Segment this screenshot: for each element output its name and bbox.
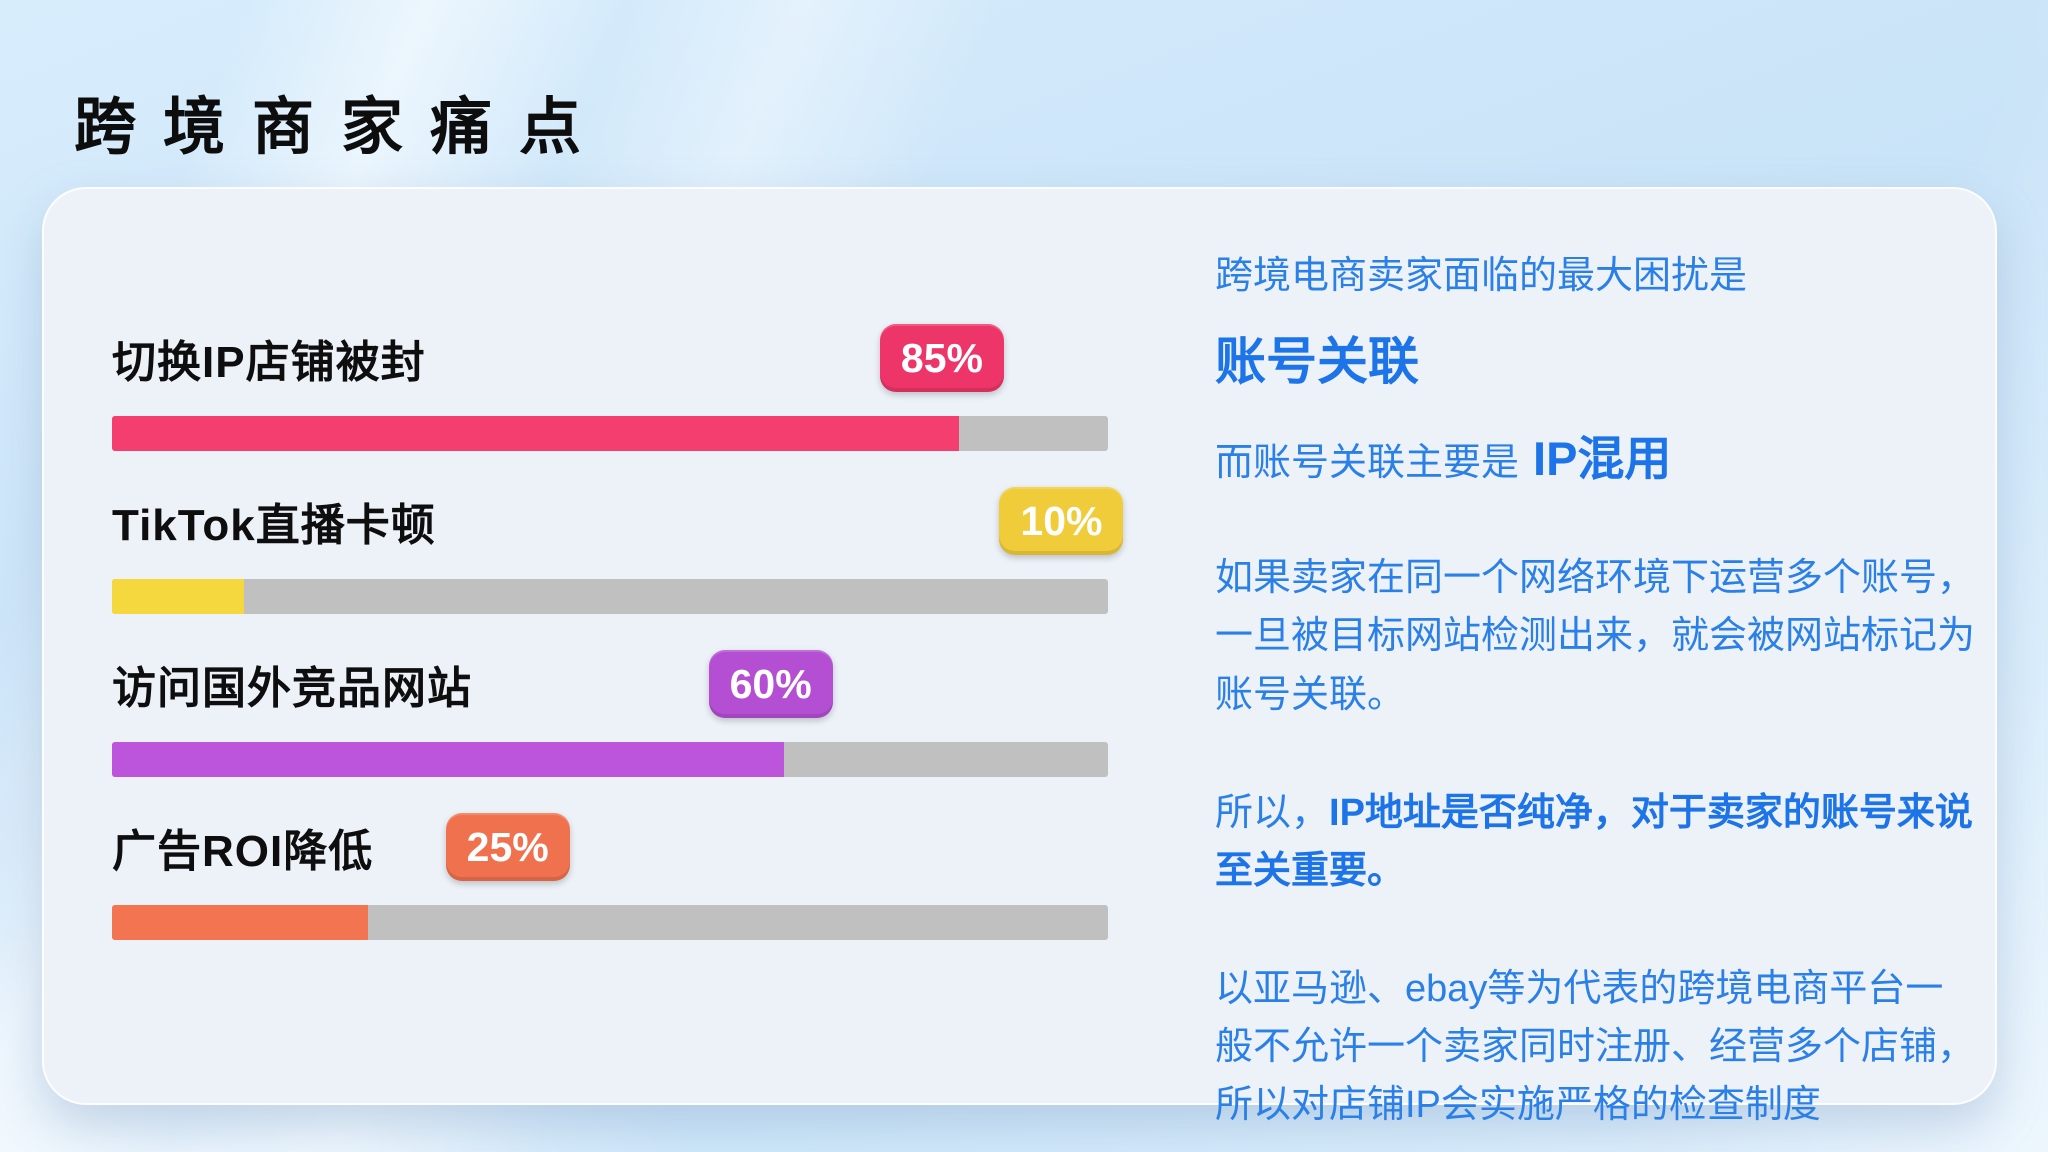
bar-track <box>112 905 1108 940</box>
subline-highlight-ip-mixing: IP混用 <box>1533 432 1672 486</box>
explanation-panel: 跨境电商卖家面临的最大困扰是 账号关联 而账号关联主要是 IP混用 如果卖家在同… <box>1215 251 1975 1134</box>
chart-row-tiktok-lag: TikTok直播卡顿 10% <box>112 487 1124 614</box>
row-header: 切换IP店铺被封 85% <box>112 324 1108 392</box>
value-badge: 85% <box>879 324 1004 392</box>
paragraph-detection: 如果卖家在同一个网络环境下运营多个账号，一旦被目标网站检测出来，就会被网站标记为… <box>1215 557 1976 716</box>
chart-row-foreign-sites: 访问国外竞品网站 60% <box>112 650 1108 777</box>
subline: 而账号关联主要是 IP混用 <box>1215 420 1975 489</box>
bar-fill <box>112 579 245 614</box>
pain-points-bar-chart: 切换IP店铺被封 85% TikTok直播卡顿 10% 访问国外竞品网站 60% <box>112 324 1124 976</box>
value-badge: 25% <box>445 813 570 881</box>
page-title: 跨境商家痛点 <box>74 93 609 162</box>
paragraph-platform-rules: 以亚马逊、ebay等为代表的跨境电商平台一般不允许一个卖家同时注册、经营多个店铺… <box>1215 967 1976 1127</box>
bar-label: 访问国外竞品网站 <box>112 664 472 713</box>
chart-row-switch-ip: 切换IP店铺被封 85% <box>112 324 1108 451</box>
row-header: TikTok直播卡顿 10% <box>112 487 1124 555</box>
bar-fill <box>112 905 368 940</box>
value-badge: 10% <box>999 487 1124 555</box>
headline-account-association: 账号关联 <box>1215 333 1420 391</box>
paragraph-ip-purity-bold: IP地址是否纯净，对于卖家的账号来说至关重要。 <box>1215 791 1973 892</box>
row-header: 访问国外竞品网站 60% <box>112 650 1108 718</box>
content-card: 切换IP店铺被封 85% TikTok直播卡顿 10% 访问国外竞品网站 60% <box>42 187 1997 1126</box>
bar-track <box>112 742 1108 777</box>
intro-line: 跨境电商卖家面临的最大困扰是 <box>1215 255 1748 297</box>
bar-fill <box>112 742 785 777</box>
chart-row-ad-roi: 广告ROI降低 25% <box>112 813 1108 940</box>
bar-fill <box>112 416 959 451</box>
bar-track <box>112 579 1108 614</box>
row-header: 广告ROI降低 25% <box>112 813 1108 881</box>
paragraph-ip-purity-prefix: 所以， <box>1215 791 1330 834</box>
value-badge: 60% <box>708 650 833 718</box>
bar-label: 切换IP店铺被封 <box>112 338 426 387</box>
paragraph-ip-purity: 所以，IP地址是否纯净，对于卖家的账号来说至关重要。 <box>1215 784 1975 900</box>
bar-label: 广告ROI降低 <box>112 827 374 876</box>
subline-prefix: 而账号关联主要是 <box>1215 442 1520 485</box>
bar-track <box>112 416 1108 451</box>
bar-label: TikTok直播卡顿 <box>112 501 436 550</box>
